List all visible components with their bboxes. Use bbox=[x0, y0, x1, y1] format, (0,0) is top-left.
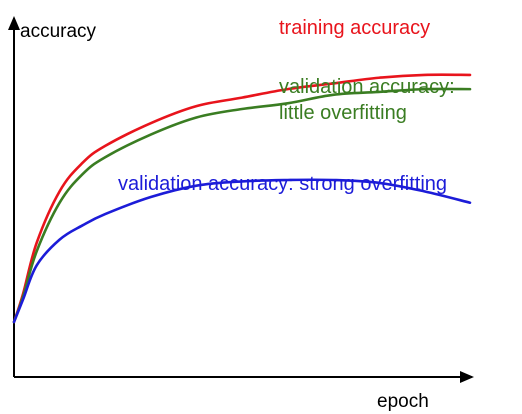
series-layer bbox=[12, 73, 472, 324]
annotation-validation-little-line2: little overfitting bbox=[279, 102, 407, 124]
x-axis-label: epoch bbox=[377, 391, 429, 412]
series-line-2 bbox=[12, 178, 472, 324]
y-axis-label: accuracy bbox=[20, 21, 97, 42]
annotation-validation-little-line1: validation accuracy: bbox=[279, 76, 455, 98]
series-line-0 bbox=[12, 73, 472, 324]
annotation-validation-strong: validation accuracy: strong overfitting bbox=[118, 173, 447, 195]
series-line-1 bbox=[12, 87, 472, 324]
annotation-training: training accuracy bbox=[279, 17, 430, 39]
